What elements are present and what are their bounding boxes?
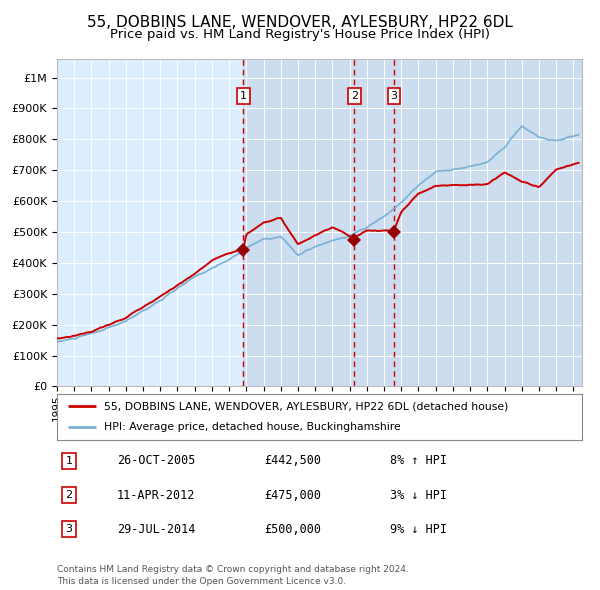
Text: 3% ↓ HPI: 3% ↓ HPI [390, 489, 447, 502]
Text: £442,500: £442,500 [264, 454, 321, 467]
Text: 2: 2 [65, 490, 73, 500]
Text: Price paid vs. HM Land Registry's House Price Index (HPI): Price paid vs. HM Land Registry's House … [110, 28, 490, 41]
Bar [243, 59, 582, 386]
Text: 26-OCT-2005: 26-OCT-2005 [117, 454, 196, 467]
Text: £475,000: £475,000 [264, 489, 321, 502]
Text: £500,000: £500,000 [264, 523, 321, 536]
Text: 11-APR-2012: 11-APR-2012 [117, 489, 196, 502]
Text: 8% ↑ HPI: 8% ↑ HPI [390, 454, 447, 467]
Text: 55, DOBBINS LANE, WENDOVER, AYLESBURY, HP22 6DL: 55, DOBBINS LANE, WENDOVER, AYLESBURY, H… [87, 15, 513, 30]
Text: 3: 3 [391, 91, 398, 101]
Text: 9% ↓ HPI: 9% ↓ HPI [390, 523, 447, 536]
Text: This data is licensed under the Open Government Licence v3.0.: This data is licensed under the Open Gov… [57, 577, 346, 586]
Text: HPI: Average price, detached house, Buckinghamshire: HPI: Average price, detached house, Buck… [104, 422, 401, 432]
Text: 1: 1 [65, 456, 73, 466]
Text: Contains HM Land Registry data © Crown copyright and database right 2024.: Contains HM Land Registry data © Crown c… [57, 565, 409, 574]
Text: 3: 3 [65, 525, 73, 535]
Text: 29-JUL-2014: 29-JUL-2014 [117, 523, 196, 536]
Text: 1: 1 [240, 91, 247, 101]
Text: 55, DOBBINS LANE, WENDOVER, AYLESBURY, HP22 6DL (detached house): 55, DOBBINS LANE, WENDOVER, AYLESBURY, H… [104, 401, 509, 411]
Text: 2: 2 [351, 91, 358, 101]
